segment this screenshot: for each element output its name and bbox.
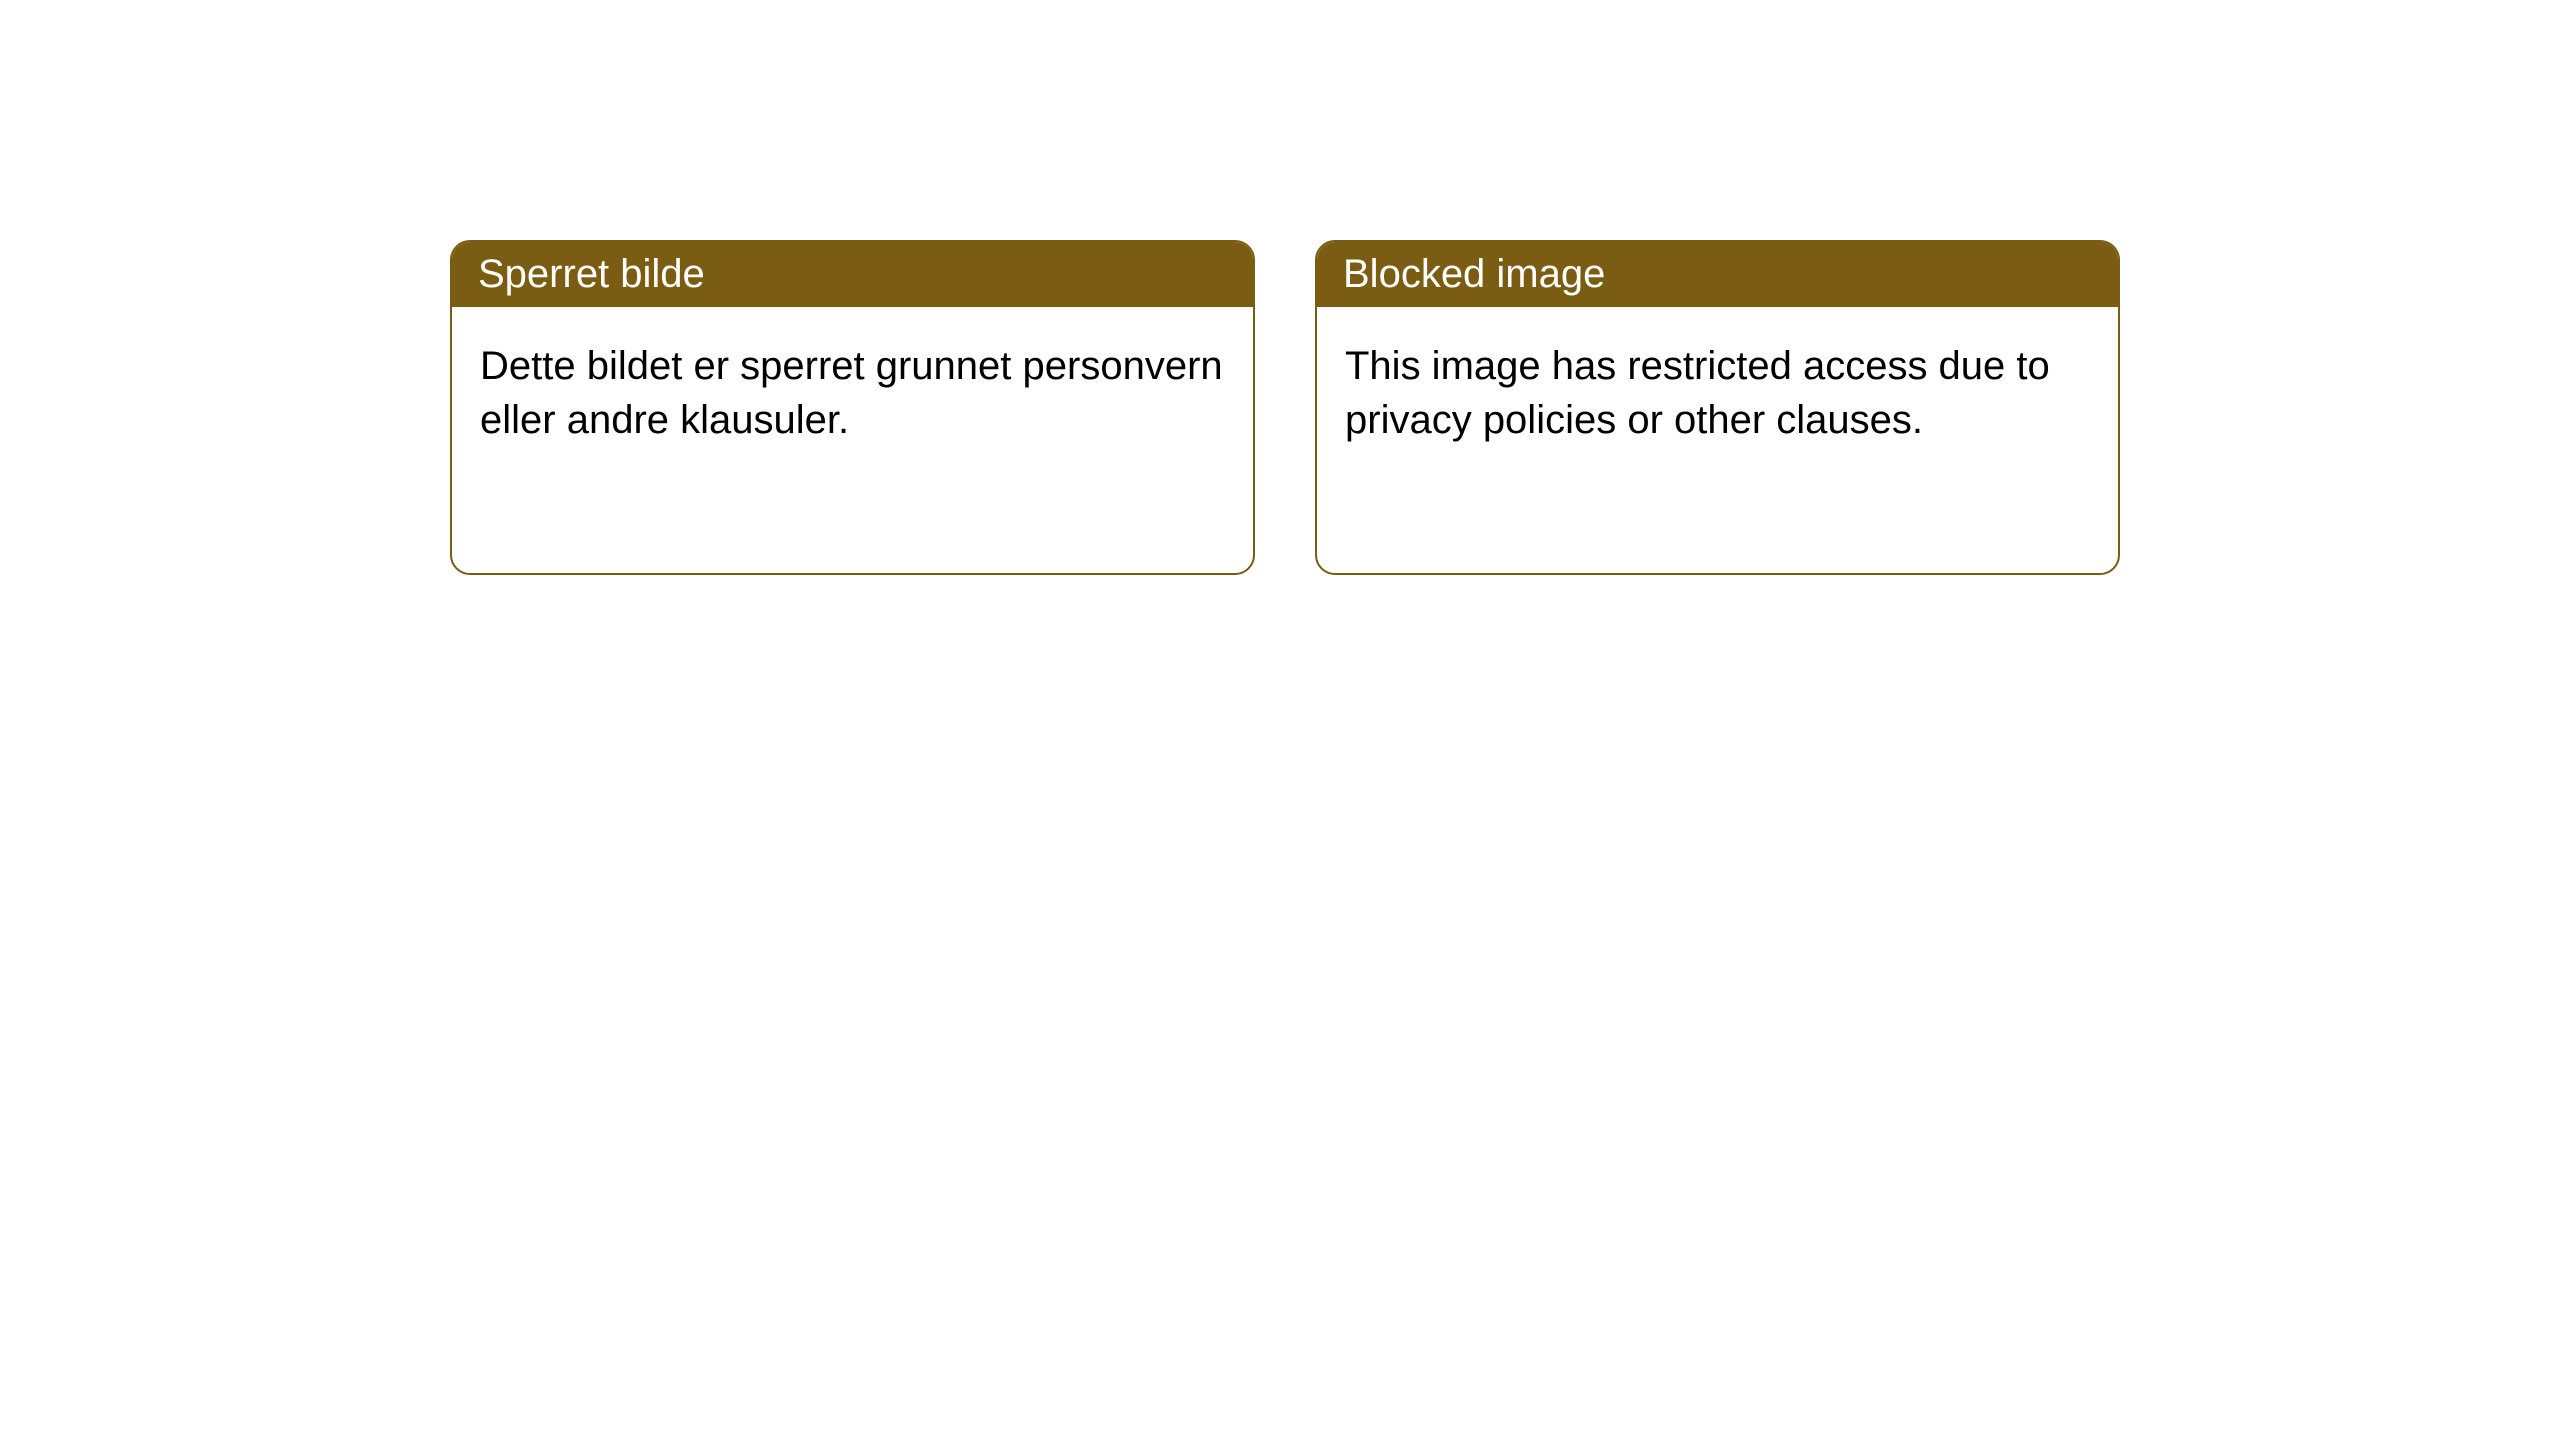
notice-body: Dette bildet er sperret grunnet personve…	[452, 307, 1253, 479]
notice-container: Sperret bilde Dette bildet er sperret gr…	[0, 0, 2560, 575]
notice-title: Sperret bilde	[452, 242, 1253, 307]
notice-card-english: Blocked image This image has restricted …	[1315, 240, 2120, 575]
notice-title: Blocked image	[1317, 242, 2118, 307]
notice-body: This image has restricted access due to …	[1317, 307, 2118, 479]
notice-card-norwegian: Sperret bilde Dette bildet er sperret gr…	[450, 240, 1255, 575]
